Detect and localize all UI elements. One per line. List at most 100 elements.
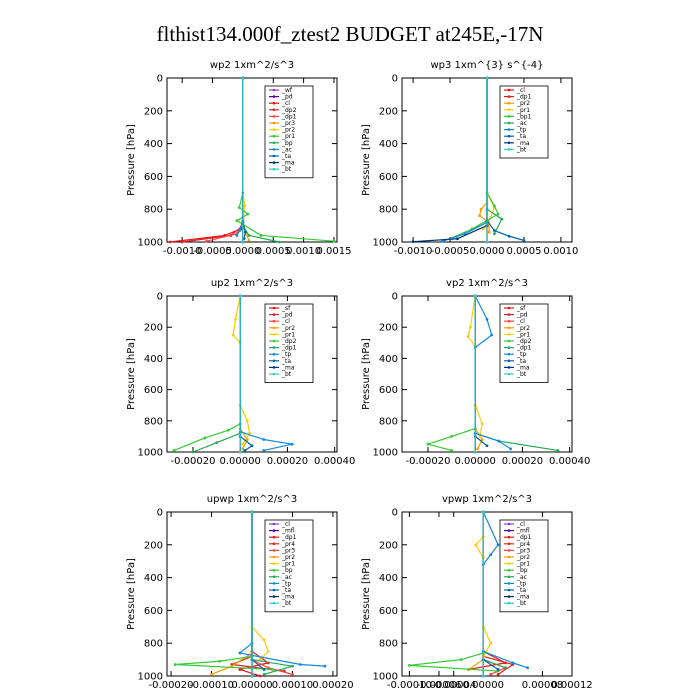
legend-marker bbox=[272, 95, 276, 98]
y-tick-label: 400 bbox=[379, 139, 398, 150]
legend-marker bbox=[272, 535, 276, 539]
data-point bbox=[450, 449, 453, 452]
legend-marker bbox=[507, 575, 511, 579]
data-point bbox=[243, 204, 247, 208]
legend-label: _pd bbox=[281, 94, 293, 101]
x-tick-label: 0.0015 bbox=[316, 246, 351, 257]
legend-box bbox=[264, 303, 314, 383]
legend-marker bbox=[272, 313, 276, 316]
x-tick-label: 0.00040 bbox=[314, 456, 355, 467]
data-point bbox=[511, 661, 515, 665]
data-point bbox=[500, 217, 504, 221]
x-tick-label: 0.00008 bbox=[522, 680, 563, 691]
legend-label: _bt bbox=[516, 600, 527, 607]
legend-label: _dp2 bbox=[281, 338, 297, 345]
y-tick-label: 400 bbox=[144, 354, 163, 365]
data-point bbox=[476, 447, 479, 451]
data-point bbox=[291, 664, 294, 668]
legend-marker bbox=[507, 366, 511, 369]
x-tick-label: 0.0000 bbox=[225, 246, 260, 257]
legend-label: _bp bbox=[281, 567, 293, 574]
data-point bbox=[205, 239, 208, 243]
data-point bbox=[258, 674, 262, 678]
data-point bbox=[180, 240, 184, 244]
legend-label: _ma bbox=[516, 364, 530, 371]
y-tick-label: 1000 bbox=[373, 672, 398, 683]
x-tick-label: 0.00020 bbox=[502, 456, 543, 467]
legend-marker bbox=[507, 128, 511, 131]
data-point bbox=[489, 641, 493, 645]
y-tick-label: 0 bbox=[157, 74, 163, 85]
legend-label: _tp bbox=[516, 127, 526, 134]
legend-marker bbox=[272, 167, 276, 171]
legend-marker bbox=[507, 568, 511, 572]
x-tick-label: -0.0010 bbox=[394, 246, 433, 257]
series-line bbox=[239, 296, 248, 450]
legend-marker bbox=[272, 161, 276, 164]
legend-label: _pr4 bbox=[281, 541, 295, 548]
series-line bbox=[211, 512, 253, 675]
y-tick-label: 200 bbox=[144, 106, 163, 117]
legend-marker bbox=[272, 582, 276, 585]
data-point bbox=[266, 666, 270, 670]
x-tick-label: 0.00020 bbox=[312, 680, 353, 691]
series-group bbox=[168, 76, 336, 244]
series-line bbox=[468, 512, 484, 670]
x-tick-label: 0.00020 bbox=[267, 456, 308, 467]
legend-marker bbox=[272, 601, 276, 605]
chart-title: wp2 1xm^2/s^3 bbox=[210, 60, 294, 71]
legend-marker bbox=[272, 121, 276, 125]
legend-label: _pr1 bbox=[516, 107, 530, 114]
y-tick-label: 200 bbox=[144, 323, 163, 334]
legend-label: _pr1 bbox=[516, 561, 530, 568]
chart-panel-5: upwp 1xm^2/s^3 Pressure [hPa] 0 200 400 600 80… bbox=[126, 494, 354, 691]
data-point bbox=[332, 239, 336, 243]
data-point bbox=[485, 444, 489, 448]
legend-label: _ac bbox=[516, 574, 527, 581]
series-group bbox=[172, 294, 294, 454]
legend-label: _dp1 bbox=[281, 113, 297, 120]
x-tick-label: -0.00020 bbox=[149, 680, 194, 691]
legend-marker bbox=[507, 339, 511, 343]
data-point bbox=[238, 294, 242, 298]
y-tick-label: 800 bbox=[379, 639, 398, 650]
legend-marker bbox=[272, 326, 276, 330]
legend-label: _dp1 bbox=[516, 345, 532, 352]
series-line bbox=[427, 296, 476, 452]
legend-marker bbox=[507, 535, 511, 539]
legend-box bbox=[499, 85, 549, 159]
chart-title: wp3 1xm^{3} s^{-4} bbox=[430, 60, 543, 71]
data-point bbox=[485, 318, 489, 321]
x-tick-label: 0.0000 bbox=[470, 246, 505, 257]
legend-label: _ta bbox=[516, 587, 526, 594]
series-line bbox=[474, 296, 483, 450]
legend-marker bbox=[507, 601, 511, 605]
series-line bbox=[239, 296, 253, 451]
x-tick-label: 0.0010 bbox=[286, 246, 321, 257]
chart-title: upwp 1xm^2/s^3 bbox=[207, 494, 297, 505]
legend-box bbox=[499, 303, 549, 383]
legend-marker bbox=[272, 588, 276, 592]
data-point bbox=[243, 449, 247, 452]
data-point bbox=[226, 428, 230, 432]
legend-label: _bt bbox=[281, 371, 292, 378]
legend-label: _pr2 bbox=[516, 325, 530, 332]
legend-marker bbox=[507, 306, 511, 310]
data-point bbox=[241, 447, 244, 451]
chart-panel-2: wp3 1xm^{3} s^{-4} Pressure [hPa] 0 200 400 6… bbox=[361, 60, 578, 257]
legend-label: _ac bbox=[516, 120, 527, 127]
data-point bbox=[299, 663, 302, 666]
data-point bbox=[215, 441, 218, 445]
x-tick-label: -0.0005 bbox=[431, 246, 470, 257]
plot-frame bbox=[401, 295, 573, 453]
legend-marker bbox=[272, 595, 276, 598]
y-tick-label: 400 bbox=[379, 573, 398, 584]
data-point bbox=[496, 543, 500, 547]
legend-label: _pr2 bbox=[516, 100, 530, 107]
data-point bbox=[235, 219, 239, 223]
x-tick-label: -0.00010 bbox=[387, 680, 432, 691]
data-point bbox=[238, 229, 242, 232]
data-point bbox=[492, 232, 496, 236]
legend-marker bbox=[507, 88, 511, 92]
